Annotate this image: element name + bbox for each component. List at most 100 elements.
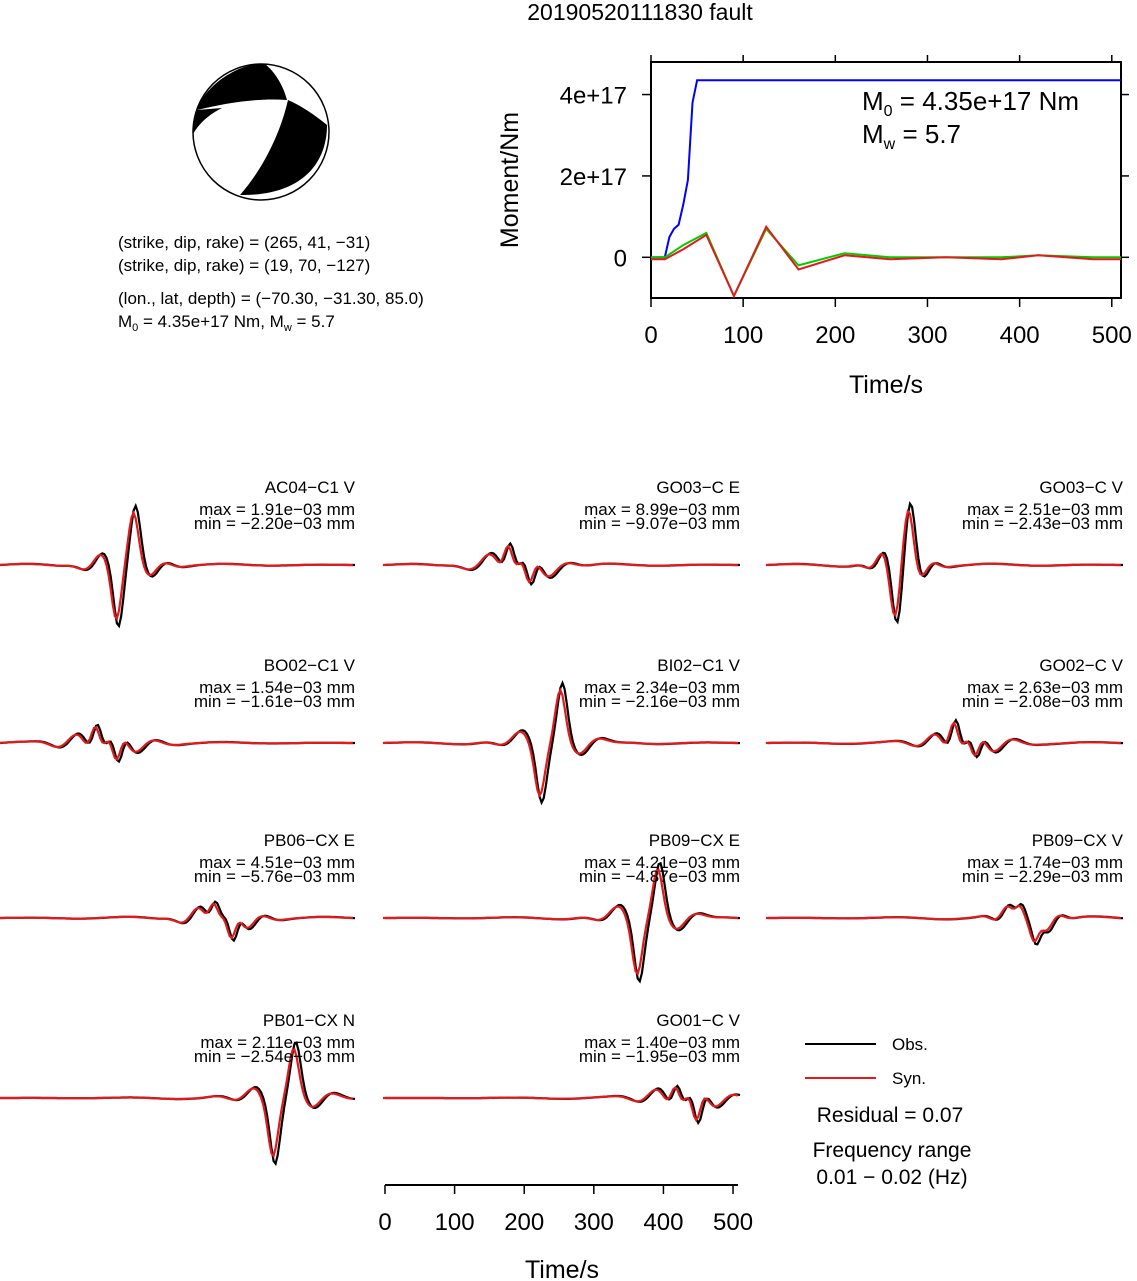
station-max: max = 2.11e−03 mm: [200, 1033, 355, 1052]
moment-series: [651, 79, 1121, 299]
waveform-obs-trace: [385, 1084, 741, 1126]
waveform-syn-trace: [382, 687, 738, 798]
frequency-value: 0.01 − 0.02 (Hz): [816, 1166, 967, 1189]
moment-x-tick-label: 300: [907, 322, 947, 349]
station-min: min = −1.95e−03 mm: [579, 1047, 740, 1066]
station-max: max = 1.40e−03 mm: [584, 1033, 740, 1052]
waveform-syn-trace: [0, 1047, 354, 1158]
station-min: min = −2.08e−03 mm: [962, 692, 1123, 711]
moment-series-line-2: [651, 224, 1121, 299]
mechanism-line-2: (strike, dip, rake) = (19, 70, −127): [118, 256, 370, 275]
station-max: max = 1.91e−03 mm: [199, 500, 355, 519]
moment-x-tick-label: 500: [1092, 322, 1132, 349]
station-max: max = 1.54e−03 mm: [199, 678, 355, 697]
moment-mw-label: Mw = 5.7: [862, 119, 961, 153]
moment-x-tick-label: 0: [644, 322, 657, 349]
waveform-syn-trace: [0, 725, 353, 761]
waveform-time-axis: 0 100 200 300 400 500: [378, 1184, 753, 1236]
waveform-obs-trace: [768, 902, 1124, 946]
waveform-syn-trace: [382, 868, 739, 976]
station-min: min = −2.20e−03 mm: [194, 514, 355, 533]
waveform-xlabel: Time/s: [525, 1256, 599, 1281]
station-name: PB01−CX N: [263, 1011, 355, 1030]
station-min: min = −2.54e−03 mm: [194, 1047, 355, 1066]
mechanism-line-1: (strike, dip, rake) = (265, 41, −31): [118, 233, 370, 252]
station-min: min = −1.61e−03 mm: [194, 692, 355, 711]
waveform-syn-trace: [382, 544, 738, 584]
moment-x-tick-label: 100: [723, 322, 763, 349]
waveform-syn-trace: [0, 902, 353, 940]
moment-x-tick-label: 200: [815, 322, 855, 349]
waveform-x-tick-label: 100: [435, 1209, 475, 1236]
station-min: min = −5.76e−03 mm: [194, 867, 355, 886]
moment-axes: 0 100 200 300 400 500 0 2e+17 4e+17: [560, 55, 1132, 349]
waveform-x-tick-label: 0: [378, 1209, 391, 1236]
moment-plot: 0 100 200 300 400 500 0 2e+17 4e+17 Moment/Nm Ti…: [496, 55, 1132, 399]
station-name: GO01−C V: [656, 1011, 740, 1030]
moment-series-line-1: [651, 227, 1121, 299]
station-min: min = −2.16e−03 mm: [579, 692, 740, 711]
moment-ylabel: Moment/Nm: [496, 112, 524, 248]
residual-text: Residual = 0.07: [817, 1104, 964, 1127]
moment-y-tick-label: 2e+17: [560, 164, 627, 191]
station-min: min = −9.07e−03 mm: [579, 514, 740, 533]
moment-series-line-0: [651, 79, 1121, 259]
waveform-x-tick-label: 200: [504, 1209, 544, 1236]
station-name: AC04−C1 V: [265, 478, 356, 497]
station-max: max = 2.34e−03 mm: [584, 678, 740, 697]
waveform-syn-trace: [765, 508, 1121, 618]
station-name: BO02−C1 V: [264, 656, 356, 675]
station-max: max = 8.99e−03 mm: [584, 500, 740, 519]
station-max: max = 2.51e−03 mm: [967, 500, 1123, 519]
station-max: max = 4.21e−03 mm: [584, 853, 740, 872]
station-name: GO03−C V: [1039, 478, 1123, 497]
waveform-x-tick-label: 500: [713, 1209, 753, 1236]
waveform-syn-trace: [765, 720, 1121, 758]
waveform-obs-trace: [768, 717, 1124, 759]
moment-plot-frame: [650, 61, 1122, 299]
moment-y-tick-label: 4e+17: [560, 83, 627, 110]
station-name: GO03−C E: [656, 478, 740, 497]
beachball-compression-top: [197, 63, 287, 110]
moment-y-tick-label: 0: [614, 245, 627, 272]
station-min: min = −4.87e−03 mm: [579, 867, 740, 886]
mechanism-text: (strike, dip, rake) = (265, 41, −31) (st…: [118, 233, 424, 334]
station-max: max = 4.51e−03 mm: [199, 853, 355, 872]
moment-m0-label: M0 = 4.35e+17 Nm: [862, 86, 1079, 120]
moment-xlabel: Time/s: [849, 371, 923, 399]
station-name: PB09−CX V: [1032, 831, 1124, 850]
station-name: BI02−C1 V: [657, 656, 740, 675]
waveform-syn-trace: [382, 1085, 739, 1122]
figure-title: 20190520111830 fault: [527, 0, 753, 25]
beachball: [192, 63, 330, 201]
legend-obs-label: Obs.: [892, 1035, 928, 1054]
station-max: max = 2.63e−03 mm: [967, 678, 1123, 697]
station-min: min = −2.29e−03 mm: [962, 867, 1123, 886]
station-name: PB06−CX E: [264, 831, 355, 850]
waveform-x-tick-label: 300: [574, 1209, 614, 1236]
waveform-syn-trace: [0, 510, 353, 621]
legend-syn-label: Syn.: [892, 1069, 926, 1088]
legend: Obs. Syn.: [805, 1035, 928, 1088]
station-min: min = −2.43e−03 mm: [962, 514, 1123, 533]
waveform-x-tick-label: 400: [643, 1209, 683, 1236]
station-max: max = 1.74e−03 mm: [967, 853, 1123, 872]
beachball-compression-left: [193, 108, 222, 134]
moment-x-tick-label: 400: [1000, 322, 1040, 349]
mechanism-moment-line: M0 = 4.35e+17 Nm, Mw = 5.7: [118, 312, 335, 334]
beachball-compression-right: [240, 100, 327, 196]
frequency-title: Frequency range: [813, 1139, 972, 1162]
station-name: PB09−CX E: [649, 831, 740, 850]
